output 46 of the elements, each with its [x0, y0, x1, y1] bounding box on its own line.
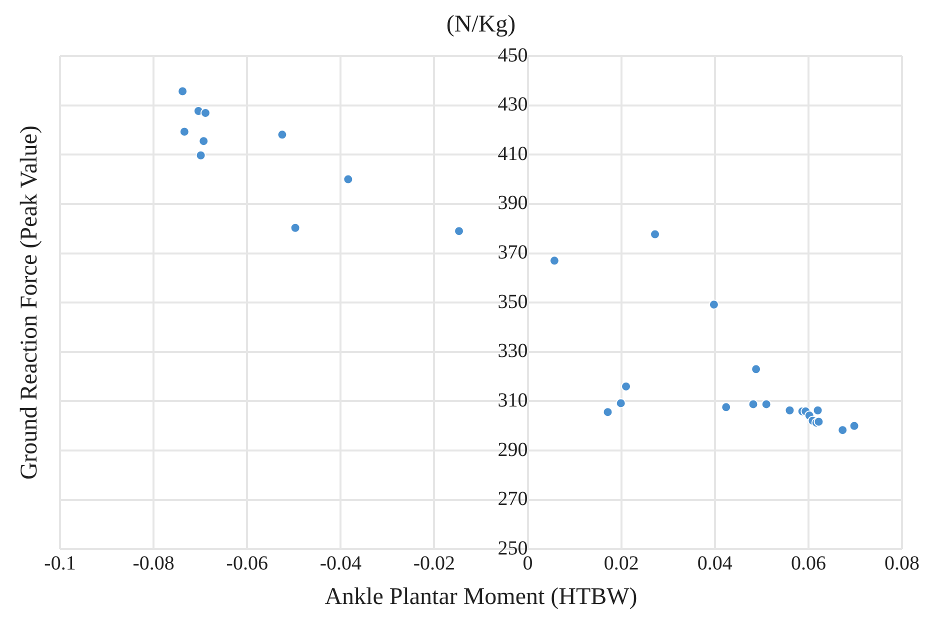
y-tick-label: 390 [498, 192, 528, 214]
y-tick-label: 290 [498, 438, 528, 461]
point [198, 136, 209, 146]
x-tick-label: -0.06 [226, 552, 268, 574]
x-tick-label: 0.06 [790, 552, 826, 574]
point [721, 402, 732, 412]
point [708, 300, 719, 310]
point [784, 405, 795, 416]
point [616, 398, 626, 408]
y-axis-title: Ground Reaction Force (Peak Value) [16, 126, 42, 480]
y-tick-label: 370 [498, 242, 528, 264]
y-tick-label: 450 [498, 44, 528, 66]
point [178, 86, 188, 96]
y-tick-label: 330 [498, 340, 528, 362]
point [549, 256, 560, 266]
point [748, 399, 758, 410]
point [196, 150, 206, 160]
point [621, 381, 632, 392]
point [849, 420, 860, 431]
x-tick-label: 0.02 [604, 552, 639, 574]
y-tick-label: 310 [498, 389, 528, 412]
point [838, 425, 848, 436]
x-tick-label: -0.04 [320, 552, 362, 574]
point [277, 130, 288, 140]
point [812, 405, 823, 416]
y-tick-label: 430 [498, 94, 528, 116]
point [751, 364, 762, 374]
point [454, 226, 464, 236]
point [602, 407, 613, 418]
point [343, 174, 354, 184]
x-tick-label: 0.08 [884, 552, 920, 574]
x-axis-title: Ankle Plantar Moment (HTBW) [324, 584, 638, 610]
point [290, 222, 300, 233]
x-tick-label: -0.02 [413, 552, 456, 574]
point [200, 108, 210, 118]
chart-title: (N/Kg) [446, 11, 516, 38]
point [814, 416, 824, 427]
x-tick-label: -0.08 [132, 552, 174, 574]
x-tick-label: -0.1 [44, 552, 76, 574]
y-tick-label: 350 [498, 290, 528, 313]
y-tick-label: 270 [498, 488, 528, 510]
point [761, 399, 772, 410]
x-tick-label: 0.04 [697, 552, 732, 574]
point [179, 126, 190, 137]
y-tick-label: 410 [498, 142, 528, 165]
point [650, 229, 660, 240]
